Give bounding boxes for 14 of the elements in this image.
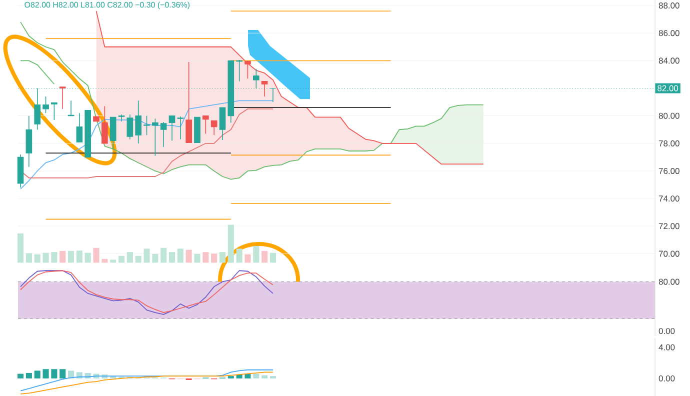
y-tick-label: 80.00 (658, 278, 680, 285)
y-tick-label: 86.00 (658, 30, 680, 36)
y-tick-label: 70.00 (658, 250, 680, 257)
ref-line-label: 82.00 (658, 85, 678, 92)
y-tick-label: 0.00 (658, 375, 675, 382)
y-tick-label: 84.00 (658, 58, 680, 64)
y-tick-label: 88.00 (658, 2, 680, 9)
y-tick-label: 80.00 (658, 112, 680, 119)
y-tick-label: 74.00 (658, 196, 680, 202)
y-tick-label: 72.00 (658, 223, 680, 230)
y-tick-label: 4.00 (658, 344, 675, 350)
y-tick-label: 78.00 (658, 140, 680, 146)
y-tick-label: 0.00 (658, 328, 675, 334)
y-tick-label: 76.00 (658, 168, 680, 174)
